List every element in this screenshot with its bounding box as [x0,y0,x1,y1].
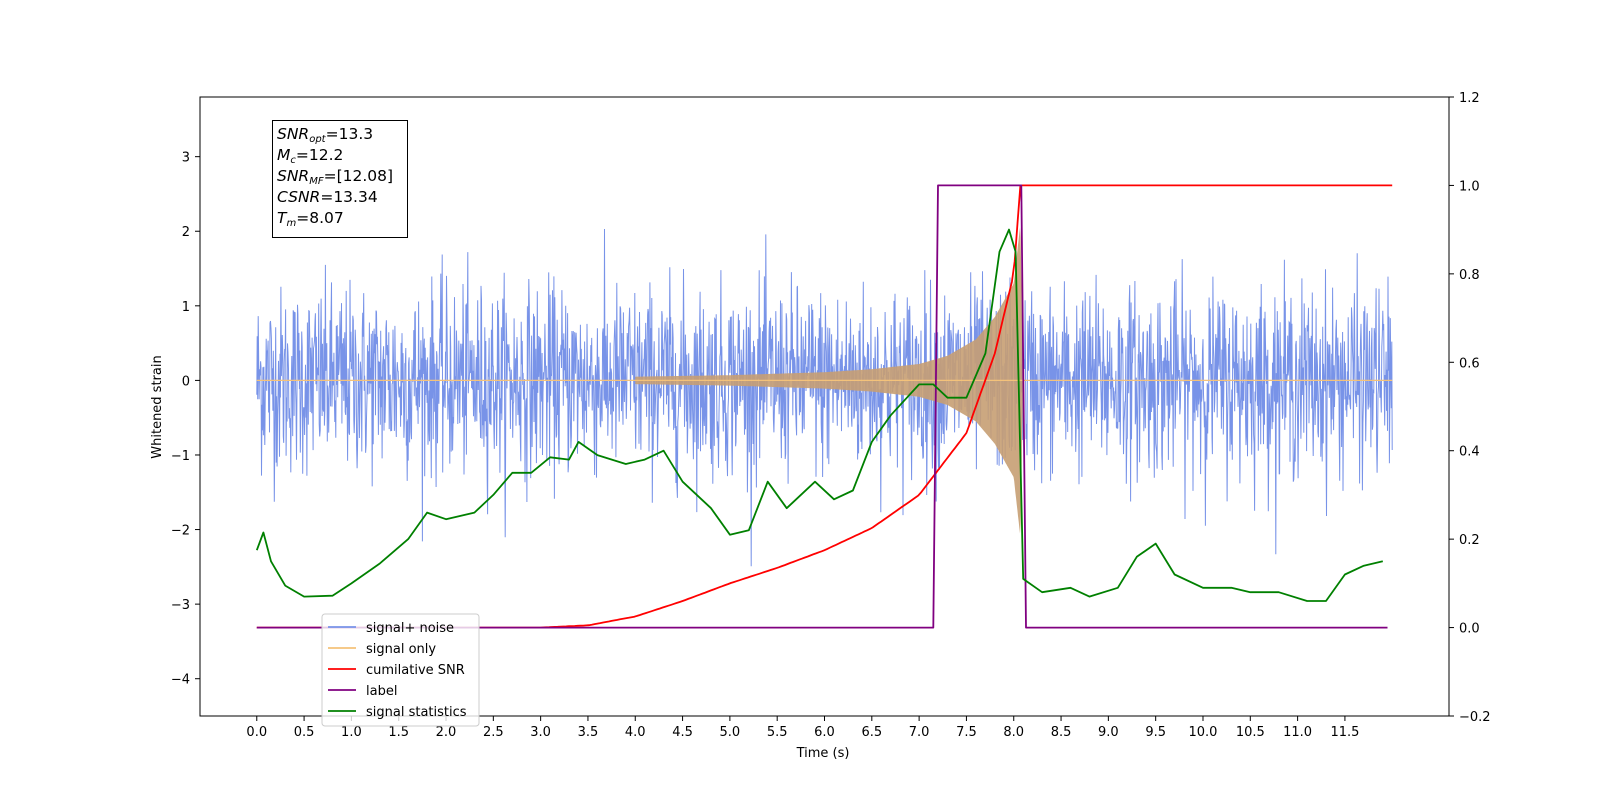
y-tick-label: 3 [182,151,190,166]
legend-box [321,613,480,727]
x-tick-label: 4.5 [672,725,693,740]
x-tick-label: 6.0 [814,725,835,740]
x-tick-label: 6.5 [861,725,882,740]
x-axis-label: Time (s) [796,746,850,761]
legend: signal+ noise signal only cumilative SNR la… [321,613,480,727]
series-label [256,184,1388,629]
y2-tick-label: 0.8 [1459,268,1480,283]
x-tick-label: 10.0 [1189,725,1218,740]
y2-tick-label: 0.2 [1459,533,1480,548]
x-tick-label: 1.0 [341,725,362,740]
x-tick-label: 10.5 [1236,725,1265,740]
y-axis-label: Whitened strain [150,355,165,458]
y2-tick-label: −0.2 [1459,710,1491,725]
x-tick-label: 0.5 [294,725,315,740]
x-tick-label: 2.5 [483,725,504,740]
annotation-mc: Mc=12.2 [277,146,344,166]
y2-tick-label: 1.2 [1459,91,1480,106]
x-tick-label: 8.0 [1003,725,1024,740]
annotation-snr-opt: SNRopt=13.3 [277,125,374,145]
y-tick-label: 0 [182,374,190,389]
x-tick-label: 11.5 [1330,725,1359,740]
legend-label: signal statistics [366,705,467,720]
y-tick-label: −1 [171,449,190,464]
x-tick-label: 9.5 [1145,725,1166,740]
x-tick-label: 9.0 [1098,725,1119,740]
y-tick-label: 1 [182,300,190,315]
annotation-csnr: CSNR=13.34 [277,188,378,206]
y-tick-label: −2 [171,524,190,539]
y2-tick-label: 1.0 [1459,179,1480,194]
y-tick-label: −4 [171,673,190,688]
series-signal-noise [256,228,1393,567]
x-tick-label: 0.0 [246,725,267,740]
legend-label: cumilative SNR [366,663,465,678]
x-tick-label: 1.5 [388,725,409,740]
x-tick-label: 7.5 [956,725,977,740]
y2-tick-label: 0.4 [1459,445,1480,460]
y2-tick-label: 0.0 [1459,622,1480,637]
x-tick-label: 3.5 [578,725,599,740]
annotation-snr-mf: SNRMF=[12.08] [277,167,394,187]
annotation-tm: Tm=8.07 [277,209,344,229]
y2-tick-label: 0.6 [1459,356,1480,371]
x-tick-label: 2.0 [436,725,457,740]
annotation-box: SNRopt=13.3 Mc=12.2 SNRMF=[12.08] CSNR=1… [272,120,408,238]
x-tick-label: 5.0 [720,725,741,740]
legend-label: label [366,684,397,699]
x-tick-label: 8.5 [1051,725,1072,740]
x-tick-label: 4.0 [625,725,646,740]
series-signal-statistics [255,228,1384,602]
x-tick-label: 5.5 [767,725,788,740]
legend-label: signal only [366,642,436,657]
x-tick-label: 7.0 [909,725,930,740]
x-tick-label: 3.0 [530,725,551,740]
y-tick-label: −3 [171,598,190,613]
x-tick-label: 11.0 [1283,725,1312,740]
y-tick-label: 2 [182,225,190,240]
legend-label: signal+ noise [366,621,454,636]
